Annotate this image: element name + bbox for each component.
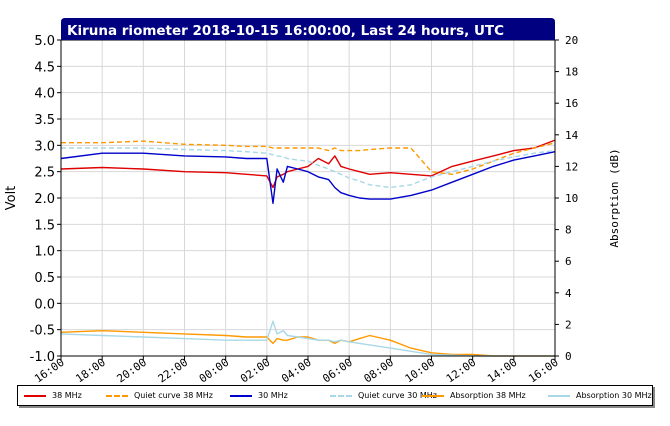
y2-tick-label: 6 (565, 255, 572, 268)
y2-tick-label: 14 (565, 129, 579, 142)
legend-swatch (330, 394, 352, 397)
x-tick-label: 14:00 (485, 356, 520, 386)
y-tick-label: 1.0 (34, 245, 55, 260)
legend-swatch (548, 394, 570, 397)
y2-tick-label: 12 (565, 160, 578, 173)
x-tick-label: 12:00 (444, 356, 479, 386)
y2-tick-label: 20 (565, 34, 578, 47)
x-tick-label: 08:00 (361, 356, 396, 386)
series-quiet-curve-38-mhz (61, 140, 556, 175)
x-tick-label: 22:00 (156, 356, 191, 386)
x-tick-label: 04:00 (279, 356, 314, 386)
x-tick-label: 02:00 (238, 356, 273, 386)
y-tick-label: 5.0 (34, 34, 55, 49)
y-tick-label: 1.5 (34, 218, 55, 233)
legend-item: Quiet curve 30 MHz (330, 389, 437, 402)
title-bar (61, 18, 555, 40)
legend-label: Absorption 30 MHz (576, 391, 652, 400)
y-axis-label: Volt (4, 186, 19, 211)
y-tick-label: 4.5 (34, 60, 55, 75)
x-tick-label: 16:00 (526, 356, 561, 386)
y2-tick-label: 8 (565, 224, 572, 237)
series-38-mhz (60, 139, 556, 189)
legend-item: Absorption 30 MHz (548, 389, 652, 402)
left-axis-ticks: 5.0 4.5 4.0 3.5 3.0 2.5 2.0 1.5 1.0 0.5 0.0 -0.5 -1.… (30, 34, 61, 365)
y2-axis-label: Absorption (dB) (608, 148, 621, 247)
y2-tick-label: 2 (565, 318, 572, 331)
y-tick-label: 2.5 (34, 166, 55, 181)
x-tick-label: 00:00 (197, 356, 232, 386)
x-axis-ticks: 16:00 18:00 20:00 22:00 00:00 02:00 04:00 06:00… (32, 356, 561, 386)
grid (60, 39, 556, 357)
series-absorption-30-mhz (60, 320, 555, 357)
legend-swatch (106, 394, 128, 397)
chart-title: Kiruna riometer 2018-10-15 16:00:00, Las… (67, 23, 504, 39)
legend-label: Quiet curve 30 MHz (358, 391, 437, 400)
x-tick-label: 10:00 (403, 356, 438, 386)
y-tick-label: 4.0 (34, 87, 55, 102)
legend-label: Quiet curve 38 MHz (134, 391, 213, 400)
y2-tick-label: 4 (565, 287, 572, 300)
legend-swatch (422, 394, 444, 397)
legend-item: Absorption 38 MHz (422, 389, 526, 402)
legend-label: 30 MHz (258, 391, 288, 400)
y-tick-label: 3.5 (34, 113, 55, 128)
legend-item: Quiet curve 38 MHz (106, 389, 213, 402)
y-tick-label: 0.0 (34, 297, 55, 312)
series-30-mhz (60, 151, 556, 204)
legend-label: 38 MHz (52, 391, 82, 400)
y-tick-label: 3.0 (34, 139, 55, 154)
x-tick-label: 18:00 (73, 356, 108, 386)
y-tick-label: 2.0 (34, 192, 55, 207)
y-tick-label: -1.0 (30, 350, 55, 365)
x-tick-label: 06:00 (320, 356, 355, 386)
legend-label: Absorption 38 MHz (450, 391, 526, 400)
y2-tick-label: 16 (565, 97, 578, 110)
series-group (60, 139, 556, 357)
y-tick-label: 0.5 (34, 271, 55, 286)
legend-item: 38 MHz (24, 389, 82, 402)
legend-item: 30 MHz (230, 389, 288, 402)
y-tick-label: -0.5 (30, 324, 55, 339)
y2-tick-label: 18 (565, 66, 578, 79)
y2-tick-label: 0 (565, 350, 572, 363)
y2-tick-label: 10 (565, 192, 578, 205)
legend: 38 MHz Quiet curve 38 MHz 30 MHz Quiet curv… (17, 385, 653, 406)
series-quiet-curve-30-mhz (61, 147, 556, 189)
legend-swatch (230, 394, 252, 397)
legend-swatch (24, 394, 46, 397)
x-tick-label: 20:00 (114, 356, 149, 386)
